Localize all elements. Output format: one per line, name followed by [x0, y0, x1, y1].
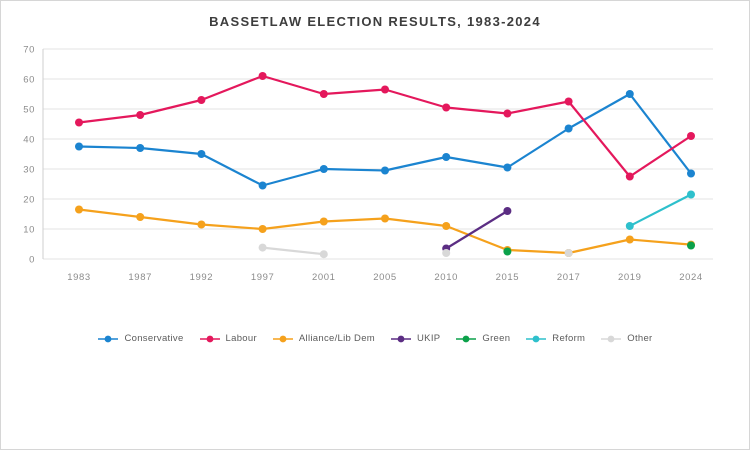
y-tick-label: 70: [23, 45, 35, 56]
data-point-green: [503, 247, 512, 256]
legend-marker-green: [456, 335, 477, 342]
x-tick-label: 2024: [679, 272, 703, 283]
data-point-green: [687, 241, 695, 250]
data-point-alliance-lib-dem: [625, 235, 634, 244]
x-tick-label: 1997: [251, 272, 275, 283]
x-tick-label: 1987: [128, 272, 152, 283]
data-point-other: [258, 243, 267, 252]
data-point-labour: [136, 111, 145, 119]
data-point-conservative: [687, 169, 695, 178]
legend-label: Labour: [225, 333, 257, 344]
legend-label: Conservative: [124, 333, 184, 344]
legend-marker-conservative: [98, 335, 119, 342]
data-point-conservative: [197, 150, 206, 158]
data-point-labour: [503, 109, 512, 118]
data-point-reform: [625, 222, 634, 230]
legend-label: Alliance/Lib Dem: [298, 333, 376, 344]
legend-label: Green: [482, 333, 511, 344]
data-point-labour: [381, 85, 389, 94]
data-point-alliance-lib-dem: [319, 217, 328, 226]
x-tick-label: 1983: [67, 272, 91, 283]
series-line-reform: [628, 193, 693, 228]
data-point-conservative: [564, 124, 573, 133]
data-point-conservative: [625, 90, 634, 98]
x-tick-label: 1992: [190, 272, 214, 283]
legend-item-reform: Reform: [525, 333, 585, 344]
legend-item-alliance-lib-dem: Alliance/Lib Dem: [272, 333, 375, 344]
data-point-labour: [442, 103, 451, 112]
data-point-alliance-lib-dem: [442, 222, 451, 230]
x-tick-label: 2015: [496, 272, 520, 283]
data-point-labour: [319, 90, 328, 98]
legend-label: UKIP: [417, 333, 441, 344]
data-point-conservative: [319, 165, 328, 173]
y-tick-label: 50: [23, 105, 35, 116]
data-point-alliance-lib-dem: [136, 213, 145, 221]
x-tick-label: 2001: [312, 272, 336, 283]
legend-item-green: Green: [455, 333, 510, 344]
data-point-alliance-lib-dem: [75, 205, 83, 214]
data-point-labour: [564, 97, 573, 106]
x-tick-label: 2017: [557, 272, 581, 283]
data-point-alliance-lib-dem: [197, 220, 206, 229]
legend-item-other: Other: [600, 333, 652, 344]
legend-marker-reform: [526, 335, 547, 342]
data-point-conservative: [381, 166, 389, 175]
y-tick-label: 20: [23, 195, 35, 206]
data-point-conservative: [503, 163, 512, 172]
data-point-labour: [625, 172, 634, 181]
data-point-conservative: [136, 144, 145, 152]
data-point-other: [319, 250, 328, 259]
data-point-labour: [75, 118, 83, 127]
legend-item-ukip: UKIP: [390, 333, 440, 344]
data-point-other: [442, 249, 451, 257]
legend-marker-other: [601, 335, 622, 342]
legend: Conservative Labour Alliance/Lib Dem UKIP Gr…: [1, 333, 749, 344]
legend-label: Reform: [552, 333, 586, 344]
y-tick-label: 10: [23, 225, 35, 236]
data-point-other: [564, 249, 573, 257]
data-point-ukip: [503, 207, 512, 215]
x-tick-label: 2019: [618, 272, 642, 283]
data-point-alliance-lib-dem: [258, 225, 267, 233]
y-tick-label: 0: [29, 255, 35, 266]
series-line-ukip: [445, 209, 509, 250]
data-point-labour: [687, 132, 695, 140]
series-line-other: [261, 246, 325, 256]
data-point-alliance-lib-dem: [381, 214, 389, 223]
data-point-conservative: [442, 153, 451, 161]
legend-marker-alliance-lib-dem: [272, 335, 293, 342]
y-tick-label: 60: [23, 75, 35, 86]
data-point-labour: [258, 72, 267, 80]
x-tick-label: 2010: [434, 272, 458, 283]
election-line-chart: 0 10 20 30 40 50 60 70 1983 1987 1992 1997 2001 2005 2…: [23, 45, 713, 283]
y-tick-label: 40: [23, 135, 35, 146]
legend-marker-labour: [199, 335, 220, 342]
data-point-conservative: [75, 142, 83, 151]
y-tick-label: 30: [23, 165, 35, 176]
x-tick-label: 2005: [373, 272, 397, 283]
data-point-conservative: [258, 181, 267, 190]
legend-label: Other: [627, 333, 653, 344]
data-point-labour: [197, 96, 206, 104]
chart-title: BASSETLAW ELECTION RESULTS, 1983-2024: [209, 14, 541, 29]
legend-marker-ukip: [391, 335, 412, 342]
data-point-reform: [687, 190, 695, 199]
legend-item-labour: Labour: [199, 333, 257, 344]
legend-item-conservative: Conservative: [97, 333, 183, 344]
